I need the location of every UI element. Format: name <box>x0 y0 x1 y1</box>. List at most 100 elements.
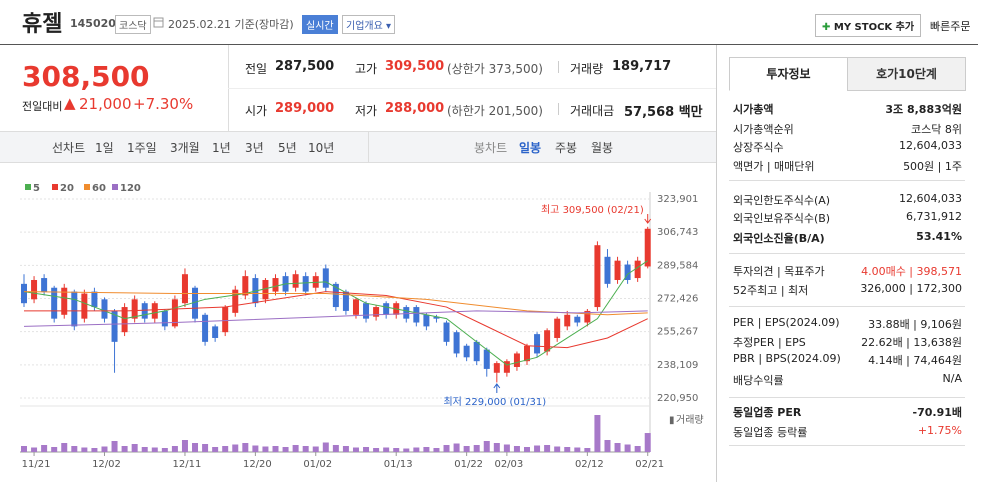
candle-body <box>574 316 581 323</box>
volume-bar <box>121 446 128 452</box>
info-row: 외국인한도주식수(A) 12,604,033 <box>733 192 962 208</box>
info-tab[interactable]: 호가10단계 <box>847 57 966 91</box>
volume-bar <box>393 448 400 452</box>
period-tab[interactable]: 1주일 <box>127 141 157 155</box>
info-value: N/A <box>942 372 962 385</box>
volume-bar <box>21 446 27 452</box>
candle-body <box>554 318 561 338</box>
info-label: 투자의견 | 목표주가 <box>733 265 825 278</box>
candle-body <box>91 291 98 308</box>
period-tab[interactable]: 3년 <box>245 141 264 155</box>
period-tab[interactable]: 5년 <box>278 141 297 155</box>
volume-bar <box>383 447 390 452</box>
x-tick-label: 02/12 <box>575 459 604 470</box>
candle-tab[interactable]: 주봉 <box>555 141 578 155</box>
x-tick-label: 12/20 <box>243 459 272 470</box>
candle-body <box>262 279 269 300</box>
change-value: 21,000 <box>79 95 132 113</box>
info-tab[interactable]: 투자정보 <box>729 57 848 91</box>
volume-bar <box>101 446 108 452</box>
x-tick-label: 01/02 <box>303 459 332 470</box>
change-rate: +7.30% <box>133 95 194 113</box>
candle-body <box>61 287 68 315</box>
calendar-icon <box>153 17 164 28</box>
y-tick-label: 323,901 <box>657 194 698 205</box>
y-tick-label: 272,426 <box>657 293 698 304</box>
volume-bar <box>212 447 219 452</box>
candle-body <box>131 299 138 319</box>
candle-body <box>151 303 158 319</box>
volume-bar <box>574 447 581 452</box>
info-label: 액면가 | 매매단위 <box>733 160 815 173</box>
volume-bar <box>151 447 158 452</box>
candle-body <box>322 268 329 288</box>
candle-body <box>111 310 118 342</box>
candle-body <box>443 322 450 342</box>
market-badge: 코스닥 <box>115 15 151 34</box>
stock-name: 휴젤 <box>22 12 63 37</box>
chart: 323,901 306,743 289,584 272,426 255,267 238,1… <box>20 183 704 470</box>
volume-bar <box>71 446 78 452</box>
period-tab[interactable]: 1일 <box>95 141 114 155</box>
candle-body <box>383 303 390 315</box>
volume-bar <box>413 447 420 452</box>
volume-bar <box>292 445 299 452</box>
info-row: 외국인보유주식수(B) 6,731,912 <box>733 210 962 226</box>
volume-bar <box>363 447 370 452</box>
stat-label: 고가 <box>355 62 378 76</box>
volume-bar <box>463 446 470 452</box>
volume-bar <box>584 448 591 452</box>
divider <box>729 306 965 307</box>
period-tab[interactable]: 3개월 <box>170 141 200 155</box>
info-label: PBR | BPS(2024.09) <box>733 352 841 365</box>
change-label: 전일대비 <box>22 100 63 113</box>
info-row: 시가총액순위 코스닥 8위 <box>733 121 962 137</box>
stat-value: 309,500 <box>385 59 445 74</box>
divider <box>368 131 369 162</box>
period-tab[interactable]: 10년 <box>308 141 335 155</box>
volume-bar <box>131 444 138 452</box>
volume-bar <box>272 446 279 452</box>
volume-bar <box>171 446 178 452</box>
volume-icon: ▮ <box>669 415 675 426</box>
period-tab[interactable]: 1년 <box>212 141 231 155</box>
mystock-label: MY STOCK 추가 <box>833 22 915 33</box>
info-value: 3조 8,883억원 <box>885 103 962 116</box>
info-label: 동일업종 PER <box>733 406 802 419</box>
info-value: -70.91배 <box>912 406 962 419</box>
info-row: 배당수익률 N/A <box>733 372 962 388</box>
volume-bar <box>513 446 520 452</box>
candle-body <box>292 274 299 288</box>
info-value: 500원 | 1주 <box>903 160 962 173</box>
divider <box>228 88 716 89</box>
volume-bar <box>443 445 450 452</box>
x-tick-label: 01/22 <box>454 459 483 470</box>
volume-bar <box>252 445 259 452</box>
volume-bar <box>161 448 168 452</box>
candle-body <box>493 363 500 373</box>
stat-label: 시가 <box>245 104 268 118</box>
candle-body <box>332 283 339 308</box>
stat-value: 288,000 <box>385 101 445 116</box>
candle-body <box>363 303 370 319</box>
quick-order[interactable]: 빠른주문 <box>930 20 971 33</box>
x-tick-label: 02/21 <box>635 459 664 470</box>
candle-body <box>51 287 58 319</box>
overview-button[interactable]: 기업개요 ▾ <box>342 15 396 34</box>
candle-body <box>302 276 309 292</box>
high-arrow <box>644 214 652 224</box>
info-label: 상장주식수 <box>733 141 784 154</box>
realtime-badge[interactable]: 실시간 <box>302 15 338 34</box>
candle-tab[interactable]: 월봉 <box>591 141 614 155</box>
y-tick-label: 255,267 <box>657 327 698 338</box>
candle-tab[interactable]: 일봉 <box>519 141 542 155</box>
volume-bar <box>594 415 601 452</box>
mystock-button[interactable]: ✚ MY STOCK 추가 <box>815 14 922 37</box>
period-tab[interactable]: 선차트 <box>52 141 86 155</box>
volume-bar <box>423 447 430 452</box>
volume-bar <box>192 443 199 452</box>
y-tick-label: 238,109 <box>657 360 698 371</box>
candle-body <box>624 264 631 280</box>
legend-label: 120 <box>120 183 141 194</box>
volume-bar <box>534 445 541 452</box>
